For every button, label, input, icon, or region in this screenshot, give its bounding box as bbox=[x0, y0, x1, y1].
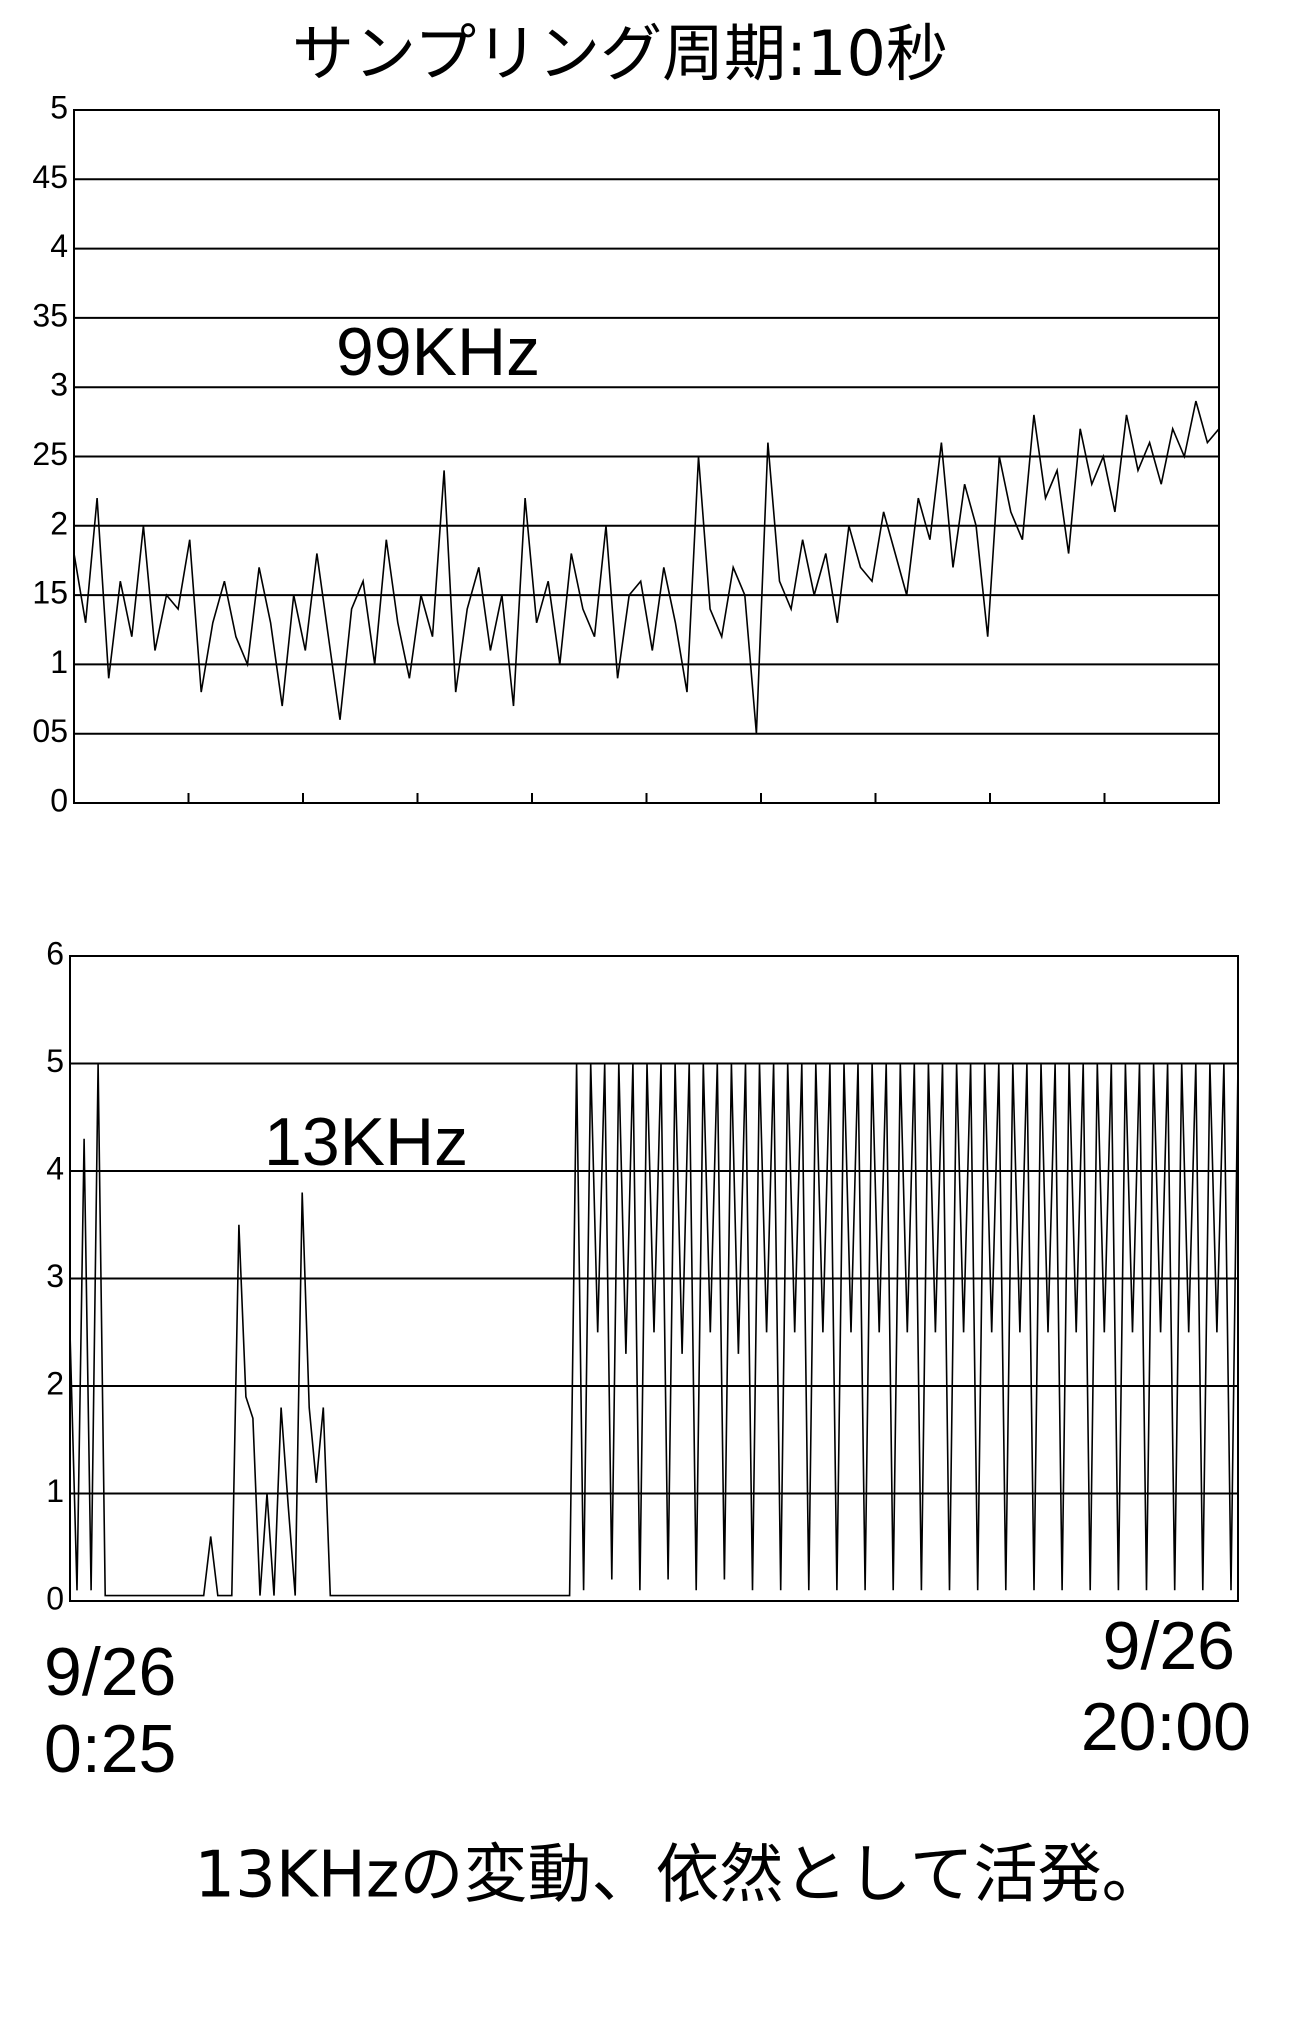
series-annotation: 13KHz bbox=[264, 1104, 468, 1180]
x-end-time: 20:00 bbox=[1081, 1689, 1251, 1765]
y-tick-label: 45 bbox=[32, 159, 68, 195]
y-tick-label: 3 bbox=[46, 1258, 64, 1294]
y-tick-label: 0 bbox=[50, 782, 68, 818]
y-tick-label: 2 bbox=[50, 505, 68, 541]
y-tick-label: 25 bbox=[32, 436, 68, 472]
y-tick-label: 6 bbox=[46, 935, 64, 971]
x-end-date: 9/26 bbox=[1103, 1608, 1235, 1684]
x-start-time: 0:25 bbox=[44, 1711, 176, 1787]
y-tick-label: 2 bbox=[46, 1365, 64, 1401]
y-tick-label: 5 bbox=[50, 89, 68, 125]
chart-title: サンプリング周期:10秒 bbox=[292, 17, 948, 90]
y-tick-label: 4 bbox=[50, 228, 68, 264]
y-tick-label: 15 bbox=[32, 575, 68, 611]
y-tick-label: 1 bbox=[50, 644, 68, 680]
y-tick-label: 35 bbox=[32, 297, 68, 333]
data-line bbox=[73, 400, 1220, 734]
y-tick-label: 5 bbox=[46, 1043, 64, 1079]
caption: 13KHzの変動、依然として活発。 bbox=[194, 1839, 1165, 1913]
x-start-date: 9/26 bbox=[44, 1634, 176, 1710]
y-tick-label: 0 bbox=[46, 1580, 64, 1616]
data-line bbox=[69, 1063, 1239, 1597]
y-tick-label: 3 bbox=[50, 367, 68, 403]
y-tick-label: 1 bbox=[46, 1473, 64, 1509]
y-tick-label: 05 bbox=[32, 713, 68, 749]
series-annotation: 99KHz bbox=[336, 314, 540, 390]
y-tick-label: 4 bbox=[46, 1150, 64, 1186]
